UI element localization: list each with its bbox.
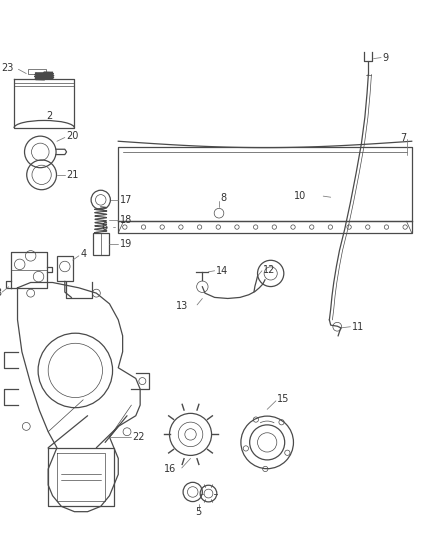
Text: 14: 14 xyxy=(216,266,228,276)
Text: 11: 11 xyxy=(352,322,364,332)
Text: 6: 6 xyxy=(101,222,107,232)
Text: 12: 12 xyxy=(263,265,276,274)
Text: 17: 17 xyxy=(120,195,132,205)
Text: 13: 13 xyxy=(176,301,188,311)
Text: 20: 20 xyxy=(66,132,78,141)
Text: 23: 23 xyxy=(1,63,13,73)
Text: 8: 8 xyxy=(220,193,226,203)
Text: 2: 2 xyxy=(46,111,52,121)
Text: 5: 5 xyxy=(195,507,201,516)
Text: 9: 9 xyxy=(382,53,389,62)
Bar xyxy=(28,69,46,74)
Text: 15: 15 xyxy=(277,394,290,403)
Text: 22: 22 xyxy=(133,432,145,442)
Bar xyxy=(93,233,109,255)
Bar xyxy=(118,221,412,233)
Text: 16: 16 xyxy=(164,464,176,474)
Bar xyxy=(57,256,73,281)
Text: 21: 21 xyxy=(66,170,78,180)
Text: 19: 19 xyxy=(120,239,132,249)
Text: 10: 10 xyxy=(294,191,307,201)
Text: 18: 18 xyxy=(120,215,132,225)
Text: 3: 3 xyxy=(0,288,1,298)
Text: 7: 7 xyxy=(400,133,406,142)
Text: 4: 4 xyxy=(80,249,86,259)
